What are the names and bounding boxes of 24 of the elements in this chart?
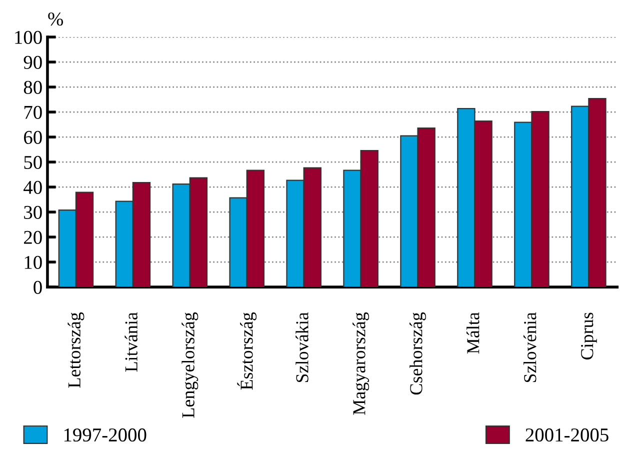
- y-axis-title: %: [48, 12, 64, 26]
- y-tick-label: 90: [24, 56, 42, 69]
- y-tick-label: 40: [24, 180, 42, 194]
- y-tick-label: 80: [24, 80, 42, 94]
- y-tick-label: 70: [24, 106, 42, 119]
- y-tick-label: 100: [15, 30, 42, 44]
- x-tick-label: Ciprus: [581, 312, 597, 360]
- x-tick-label: Csehország: [410, 312, 426, 395]
- x-tick-label: Málta: [466, 312, 480, 354]
- y-tick-label: 60: [24, 130, 42, 144]
- legend-label: 1997-2000: [64, 428, 146, 442]
- y-tick-label: 10: [24, 256, 42, 269]
- y-tick-label: 20: [24, 230, 42, 244]
- x-tick-label: Szlovénia: [524, 312, 536, 382]
- x-tick-label: Szlovákia: [296, 312, 308, 382]
- y-tick-label: 50: [24, 156, 42, 169]
- y-tick-label: 0: [34, 280, 42, 294]
- y-tick-label: 30: [24, 206, 42, 219]
- x-tick-label: Észtország: [237, 312, 257, 390]
- x-tick-label: Lengyelország: [182, 312, 198, 418]
- x-tick-label: Lettország: [68, 312, 84, 388]
- x-tick-label: Magyarország: [352, 312, 370, 415]
- x-tick-label: Litvánia: [124, 312, 138, 372]
- legend-label: 2001-2005: [526, 428, 608, 442]
